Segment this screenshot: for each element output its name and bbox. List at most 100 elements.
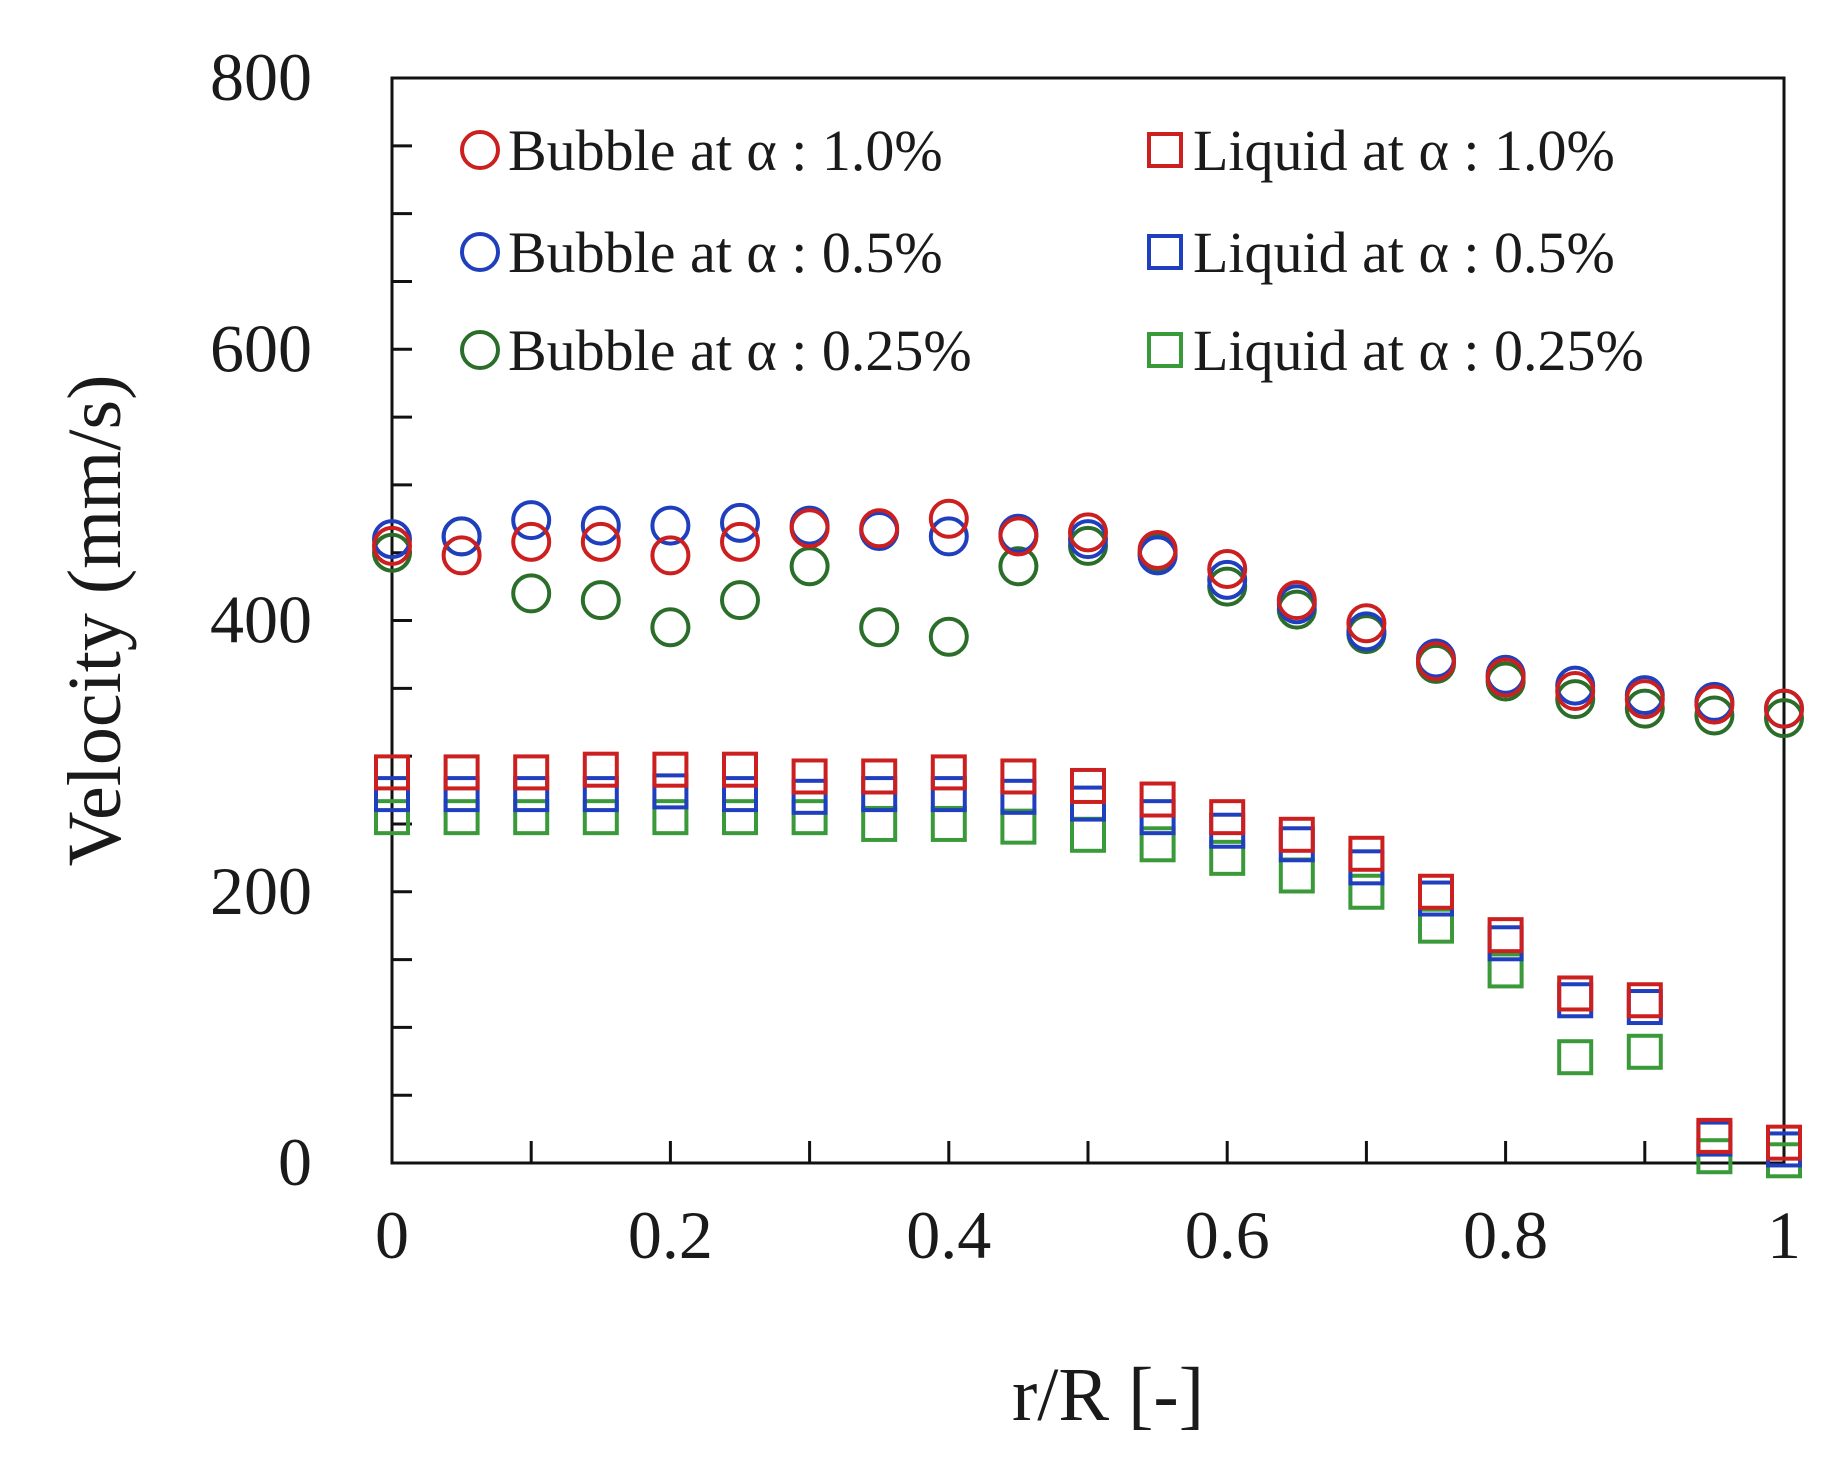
data-point: [1418, 873, 1454, 910]
legend-label: Bubble at α : 0.5%: [508, 220, 943, 285]
legend-label: Bubble at α : 0.25%: [508, 318, 972, 383]
data-point: [861, 758, 898, 795]
data-point: [791, 778, 828, 815]
data-point: [722, 776, 758, 813]
data-point: [443, 754, 480, 791]
data-point: [1139, 781, 1176, 818]
data-point: [1624, 679, 1665, 720]
data-point: [1070, 767, 1106, 804]
data-point: [1694, 695, 1735, 736]
data-point: [720, 502, 760, 543]
legend-marker: [1147, 234, 1183, 270]
legend-marker: [1147, 332, 1183, 368]
data-point: [652, 751, 689, 788]
data-point: [511, 573, 552, 614]
y-tick-label: 200: [210, 853, 312, 929]
data-point: [998, 546, 1039, 587]
data-point: [1624, 688, 1665, 729]
data-point: [1278, 826, 1315, 863]
data-point: [513, 754, 550, 791]
data-point: [511, 521, 552, 562]
data-point: [374, 754, 410, 791]
data-point: [928, 516, 969, 557]
legend-marker: [460, 130, 500, 170]
data-point: [1000, 758, 1037, 795]
x-tick-label: 0.6: [1185, 1197, 1270, 1273]
data-point: [791, 758, 828, 795]
data-point: [650, 505, 691, 546]
data-point: [582, 776, 619, 813]
x-axis-title: r/R [-]: [1012, 1353, 1204, 1437]
data-point: [1346, 603, 1387, 644]
data-point: [1139, 826, 1176, 863]
data-point: [372, 525, 412, 566]
data-point: [789, 546, 830, 587]
data-point: [1626, 1033, 1663, 1070]
x-tick-label: 0.4: [906, 1197, 991, 1273]
data-point: [720, 580, 760, 621]
legend-label: Liquid at α : 1.0%: [1193, 118, 1615, 183]
data-point: [930, 776, 967, 813]
y-tick-label: 0: [278, 1124, 312, 1200]
data-point: [1764, 698, 1804, 739]
data-point: [720, 521, 760, 562]
data-point: [1487, 917, 1524, 954]
data-point: [1278, 857, 1315, 894]
data-point: [1696, 1117, 1733, 1154]
legend-marker: [1147, 132, 1183, 168]
data-point: [650, 607, 691, 648]
data-point: [930, 754, 967, 791]
data-point: [1207, 548, 1248, 589]
data-point: [1346, 611, 1387, 652]
data-point: [930, 805, 967, 842]
data-point: [791, 799, 828, 836]
legend-marker: [460, 330, 500, 370]
data-point: [722, 799, 758, 836]
x-tick-label: 0.8: [1463, 1197, 1548, 1273]
data-point: [443, 776, 480, 813]
data-point: [374, 799, 410, 836]
data-point: [1555, 671, 1596, 712]
legend: Bubble at α : 1.0% Bubble at α : 0.5% Bubb…: [460, 118, 1644, 383]
data-point: [652, 799, 689, 836]
x-tick-label: 0: [375, 1197, 409, 1273]
legend-label: Liquid at α : 0.5%: [1193, 220, 1615, 285]
data-point: [861, 805, 898, 842]
data-point: [928, 498, 969, 539]
y-tick-label: 600: [210, 310, 312, 386]
data-point: [1694, 684, 1735, 725]
data-point: [580, 521, 621, 562]
data-point: [1000, 778, 1037, 815]
data-point: [441, 535, 482, 576]
legend-label: Liquid at α : 0.25%: [1193, 318, 1644, 383]
data-point: [1137, 529, 1178, 570]
data-point: [1068, 512, 1108, 553]
data-point: [582, 799, 619, 836]
data-point: [511, 500, 552, 541]
data-point: [1348, 849, 1385, 886]
x-tick-label: 0.2: [628, 1197, 713, 1273]
data-point: [1348, 873, 1385, 910]
y-tick-label: 400: [210, 582, 312, 658]
data-point: [859, 607, 900, 648]
data-point: [789, 508, 830, 549]
data-point: [1348, 835, 1385, 872]
data-point: [1278, 816, 1315, 853]
data-point: [1487, 952, 1524, 989]
data-point: [652, 773, 689, 810]
data-point: [1209, 799, 1246, 836]
legend-marker: [460, 232, 500, 272]
data-point: [1070, 816, 1106, 853]
data-point: [582, 751, 619, 788]
y-axis-title: Velocity (mm/s): [53, 375, 137, 867]
data-point: [722, 751, 758, 788]
data-point: [580, 580, 621, 621]
data-point: [443, 799, 480, 836]
data-point: [650, 535, 691, 576]
data-point: [859, 508, 900, 549]
data-markers: [372, 498, 1804, 1179]
legend-label: Bubble at α : 1.0%: [508, 118, 943, 183]
data-point: [1416, 641, 1456, 682]
x-tick-label: 1: [1767, 1197, 1801, 1273]
